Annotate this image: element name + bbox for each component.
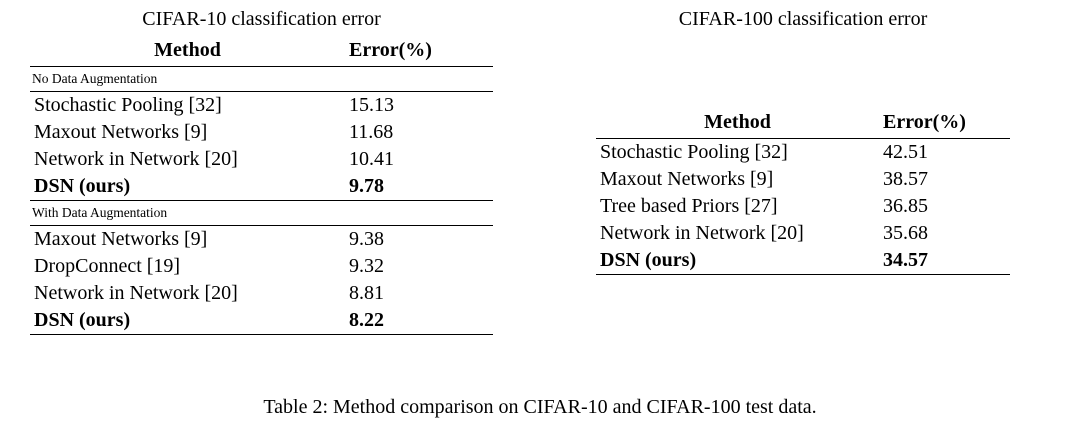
cifar100-table-block: CIFAR-100 classification error Method Er… [596,6,1010,275]
method-cell: DSN (ours) [600,249,697,271]
method-cell: Maxout Networks [9] [34,228,208,250]
table-caption: Table 2: Method comparison on CIFAR-10 a… [263,396,817,418]
table-row: Network in Network [20] 35.68 [596,220,1010,247]
method-cell: Stochastic Pooling [32] [34,94,222,116]
section-label: With Data Augmentation [32,205,168,220]
table-row: Stochastic Pooling [32] 15.13 [30,92,493,120]
method-cell: Maxout Networks [9] [600,168,774,190]
cifar100-error-header: Error(%) [883,111,966,133]
error-cell: 11.68 [349,121,394,143]
method-cell: DSN (ours) [34,309,131,331]
error-cell: 9.78 [349,175,384,197]
table-row: Stochastic Pooling [32] 42.51 [596,139,1010,167]
cifar10-table: Method Error(%) No Data Augmentation Sto… [30,36,493,335]
table-row: Network in Network [20] 10.41 [30,146,493,173]
cifar10-section-no-aug: No Data Augmentation [30,67,493,92]
error-cell: 8.22 [349,309,384,331]
error-cell: 34.57 [883,249,928,271]
cifar10-header-row: Method Error(%) [30,36,493,67]
table-row: Tree based Priors [27] 36.85 [596,193,1010,220]
error-cell: 35.68 [883,222,928,244]
section-label: No Data Augmentation [32,71,158,86]
cifar10-section-with-aug: With Data Augmentation [30,201,493,226]
error-cell: 42.51 [883,141,928,163]
error-cell: 36.85 [883,195,928,217]
table-row: Maxout Networks [9] 9.38 [30,226,493,254]
method-cell: Network in Network [20] [34,148,238,170]
table-row: Maxout Networks [9] 38.57 [596,166,1010,193]
error-cell: 9.32 [349,255,384,277]
method-cell: Network in Network [20] [34,282,238,304]
method-cell: Network in Network [20] [600,222,804,244]
table-row: DropConnect [19] 9.32 [30,253,493,280]
cifar10-method-header: Method [154,39,221,61]
error-cell: 9.38 [349,228,384,250]
table-row-dsn: DSN (ours) 9.78 [30,173,493,201]
method-cell: Stochastic Pooling [32] [600,141,788,163]
method-cell: Maxout Networks [9] [34,121,208,143]
cifar100-header-row: Method Error(%) [596,108,1010,139]
cifar10-table-block: CIFAR-10 classification error Method Err… [30,6,493,335]
error-cell: 8.81 [349,282,384,304]
table-row-dsn: DSN (ours) 34.57 [596,247,1010,275]
table-row: Maxout Networks [9] 11.68 [30,119,493,146]
cifar100-table-title: CIFAR-100 classification error [678,8,928,30]
table-row: Network in Network [20] 8.81 [30,280,493,307]
error-cell: 38.57 [883,168,928,190]
table-row-dsn: DSN (ours) 8.22 [30,307,493,335]
error-cell: 15.13 [349,94,394,116]
method-cell: Tree based Priors [27] [600,195,778,217]
method-cell: DSN (ours) [34,175,131,197]
cifar100-method-header: Method [704,111,771,133]
cifar100-table: Method Error(%) Stochastic Pooling [32] … [596,108,1010,275]
cifar10-table-title: CIFAR-10 classification error [142,8,381,30]
cifar10-error-header: Error(%) [349,39,432,61]
error-cell: 10.41 [349,148,394,170]
method-cell: DropConnect [19] [34,255,181,277]
